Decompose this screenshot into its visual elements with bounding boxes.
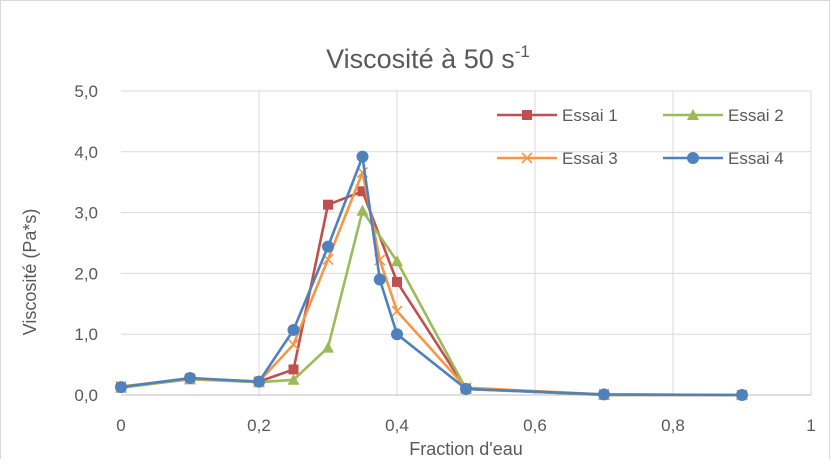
marker-x bbox=[521, 152, 533, 164]
marker-triangle bbox=[356, 204, 369, 216]
chart-title-text: Viscosité à 50 s bbox=[326, 44, 515, 74]
series-4 bbox=[115, 150, 748, 401]
marker-circle bbox=[736, 389, 748, 401]
x-tick-label: 1 bbox=[806, 416, 815, 435]
marker-square bbox=[288, 364, 299, 375]
x-tick-label: 0,6 bbox=[523, 416, 547, 435]
x-tick-label: 0,2 bbox=[247, 416, 271, 435]
x-tick-label: 0,8 bbox=[661, 416, 685, 435]
x-tick-label: 0 bbox=[116, 416, 125, 435]
legend-entry: Essai 4 bbox=[663, 149, 784, 168]
marker-circle bbox=[253, 375, 265, 388]
marker-square bbox=[357, 186, 368, 197]
marker-circle bbox=[687, 152, 699, 164]
marker-triangle bbox=[391, 255, 403, 267]
marker-circle bbox=[391, 328, 403, 341]
y-axis-label: Viscosité (Pa*s) bbox=[20, 209, 40, 336]
y-tick-label: 3,0 bbox=[74, 204, 98, 223]
x-tick-label: 0,4 bbox=[385, 416, 409, 435]
legend-label: Essai 2 bbox=[728, 106, 784, 125]
y-tick-label: 2,0 bbox=[74, 264, 98, 283]
chart-title-superscript: -1 bbox=[515, 42, 530, 61]
marker-circle bbox=[373, 273, 386, 286]
legend-label: Essai 3 bbox=[562, 149, 618, 168]
marker-triangle bbox=[322, 341, 334, 353]
y-tick-label: 0,0 bbox=[74, 386, 98, 405]
marker-circle bbox=[460, 382, 472, 395]
marker-square bbox=[392, 276, 402, 287]
marker-triangle bbox=[287, 373, 300, 385]
marker-x bbox=[287, 338, 300, 351]
marker-x bbox=[391, 305, 403, 317]
marker-circle bbox=[598, 388, 610, 401]
marker-circle bbox=[184, 371, 196, 384]
marker-circle bbox=[356, 150, 369, 163]
series-layer bbox=[115, 150, 748, 401]
legend-entry: Essai 1 bbox=[497, 106, 618, 125]
y-tick-label: 4,0 bbox=[74, 143, 98, 162]
marker-square bbox=[323, 199, 333, 210]
chart-title: Viscosité à 50 s-1 bbox=[326, 42, 530, 74]
legend: Essai 1 Essai 2 Essai 3 Essai 4 bbox=[497, 106, 784, 168]
legend-label: Essai 1 bbox=[562, 106, 618, 125]
grid-layer bbox=[121, 90, 812, 395]
marker-triangle bbox=[687, 109, 699, 120]
axis-layer: 0,0 1,0 2,0 3,0 4,0 5,0 0 0,2 0,4 0,6 0,8 1 bbox=[74, 82, 815, 435]
legend-label: Essai 4 bbox=[728, 149, 784, 168]
marker-circle bbox=[287, 323, 300, 336]
x-axis-label: Fraction d'eau bbox=[409, 439, 523, 459]
y-tick-label: 5,0 bbox=[74, 82, 98, 101]
y-tick-label: 1,0 bbox=[74, 325, 98, 344]
marker-square bbox=[522, 110, 532, 120]
legend-entry: Essai 2 bbox=[663, 106, 784, 125]
legend-entry: Essai 3 bbox=[497, 149, 618, 168]
marker-circle bbox=[322, 240, 334, 253]
marker-circle bbox=[115, 381, 127, 394]
